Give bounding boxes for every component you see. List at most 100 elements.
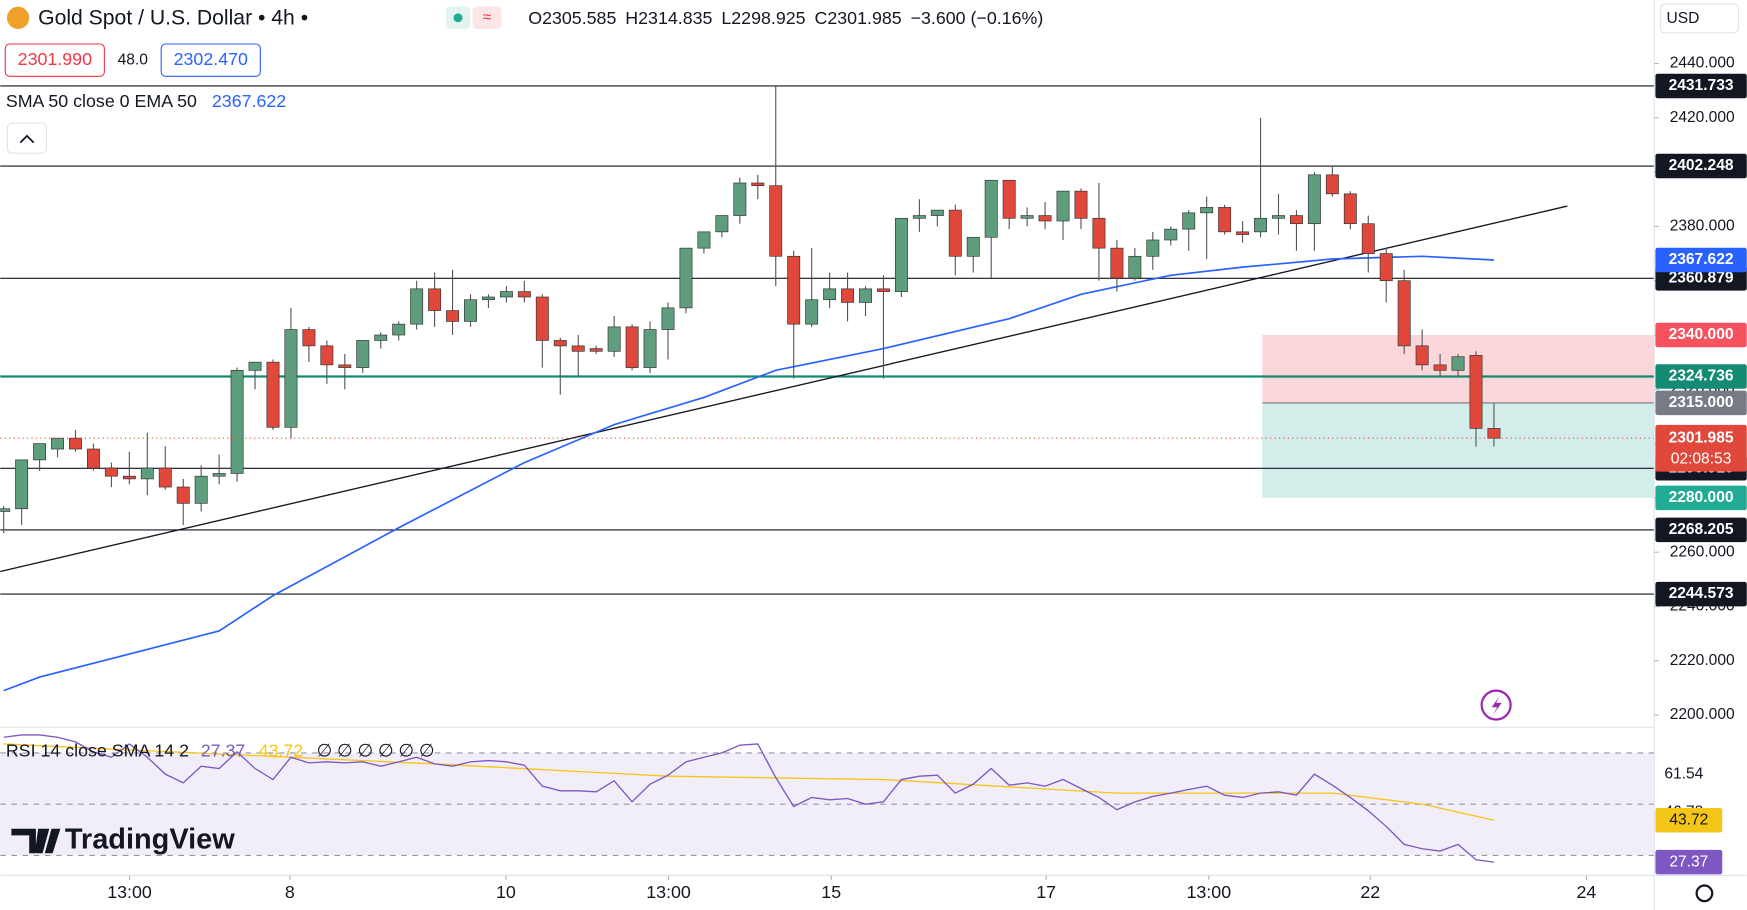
price-tag-label: 2280.000 <box>1669 489 1734 506</box>
candle-body <box>302 329 316 347</box>
bid-price: 2301.990 <box>18 49 92 69</box>
price-tag-label: 2431.733 <box>1669 77 1734 94</box>
candle-body <box>1451 356 1465 371</box>
candle <box>1469 351 1483 447</box>
candle-body <box>1325 174 1339 195</box>
candle-body <box>841 288 855 303</box>
candle-body <box>481 296 495 301</box>
price-tag <box>1655 153 1747 179</box>
data-delay-badge[interactable] <box>472 6 502 29</box>
candle-body <box>446 310 460 322</box>
candle-body <box>392 323 406 336</box>
rsi-sma-tag-label: 43.72 <box>1669 811 1708 828</box>
rsi-line <box>3 734 1495 863</box>
candle-body <box>1254 217 1267 233</box>
x-tick-label: 22 <box>1360 882 1380 902</box>
candle-body <box>1289 215 1303 225</box>
candle <box>1254 117 1267 238</box>
price-tag-label: 2324.736 <box>1669 368 1734 385</box>
indicator-legend[interactable]: SMA 50 close 0 EMA 50 <box>6 91 197 111</box>
candle-body <box>464 299 477 322</box>
rsi-empty-values: ∅ ∅ ∅ ∅ ∅ ∅ <box>317 741 435 761</box>
candle <box>769 85 783 287</box>
candle-body <box>643 329 657 368</box>
price-tag <box>1655 517 1747 543</box>
candle <box>1325 166 1339 197</box>
candle-body <box>33 443 47 461</box>
candle <box>984 179 998 278</box>
candle <box>320 340 334 384</box>
candle-body <box>984 179 998 238</box>
ohlc-letter: H <box>625 8 638 28</box>
candle-body <box>1272 215 1285 219</box>
price-tag <box>1655 73 1747 99</box>
candle-body <box>751 182 765 187</box>
indicator-value: 2367.622 <box>212 91 286 111</box>
rsi-tag-label: 27.37 <box>1669 853 1708 870</box>
candle <box>823 272 837 308</box>
candle-body <box>230 369 244 474</box>
sell-button[interactable] <box>4 43 105 77</box>
candle-body <box>15 459 29 510</box>
y-tick-label: 2420.000 <box>1670 109 1735 126</box>
candle-body <box>661 307 675 330</box>
candle <box>410 280 424 330</box>
currency-button[interactable] <box>1659 3 1739 34</box>
stop-zone <box>1262 402 1655 498</box>
symbol-title[interactable]: Gold Spot / U.S. Dollar • 4h • <box>38 7 308 30</box>
candle-body <box>1218 207 1232 233</box>
candle-body <box>1236 231 1250 235</box>
candle <box>1056 190 1070 240</box>
candle <box>589 345 603 355</box>
candle-body <box>553 340 567 347</box>
countdown: 02:08:53 <box>1671 451 1732 468</box>
candle <box>194 465 208 512</box>
candle <box>930 209 944 227</box>
ohlc-value: 2301.985 <box>827 8 901 28</box>
candle-body <box>69 437 82 450</box>
candle-body <box>1343 193 1357 225</box>
y-tick-label: 2380.000 <box>1670 218 1735 235</box>
ask-price: 2302.470 <box>174 49 248 69</box>
candle-body <box>122 475 136 480</box>
candle <box>86 443 100 471</box>
candle <box>15 459 29 526</box>
candle-body <box>697 231 711 249</box>
candle <box>392 321 406 341</box>
plot-area <box>0 85 1655 863</box>
rsi-legend[interactable]: RSI 14 close SMA 14 2 <box>6 741 189 761</box>
candle <box>661 302 675 360</box>
candle <box>571 335 585 376</box>
candle <box>428 272 442 327</box>
price-tag <box>1655 581 1747 607</box>
candle-body <box>1415 345 1429 366</box>
candle <box>158 446 172 490</box>
candle <box>338 354 352 390</box>
candle <box>1415 329 1429 371</box>
candle <box>104 462 118 488</box>
x-tick-label: 24 <box>1577 882 1597 902</box>
buy-button[interactable] <box>160 43 261 77</box>
candle-body <box>104 467 118 477</box>
candle-body <box>948 209 962 257</box>
settings-icon[interactable] <box>1695 884 1714 903</box>
collapse-button[interactable] <box>6 122 48 154</box>
candle <box>266 359 280 431</box>
y-tick-label: 2260.000 <box>1670 543 1735 560</box>
candle <box>805 248 819 327</box>
candle <box>1020 207 1034 227</box>
candle-body <box>176 486 190 504</box>
candle-body <box>374 334 388 341</box>
data-delay-icon: ≈ <box>483 9 492 26</box>
candle-body <box>930 209 944 216</box>
candle-body <box>86 448 100 469</box>
candle <box>1038 201 1052 230</box>
candle-body <box>1164 228 1178 241</box>
trendline <box>0 205 1568 573</box>
price-tag <box>1655 322 1747 348</box>
logo-text[interactable]: TradingView <box>65 824 235 856</box>
candle <box>1272 193 1285 235</box>
candle <box>1289 210 1303 251</box>
rsi-tick-label: 61.54 <box>1664 766 1703 783</box>
